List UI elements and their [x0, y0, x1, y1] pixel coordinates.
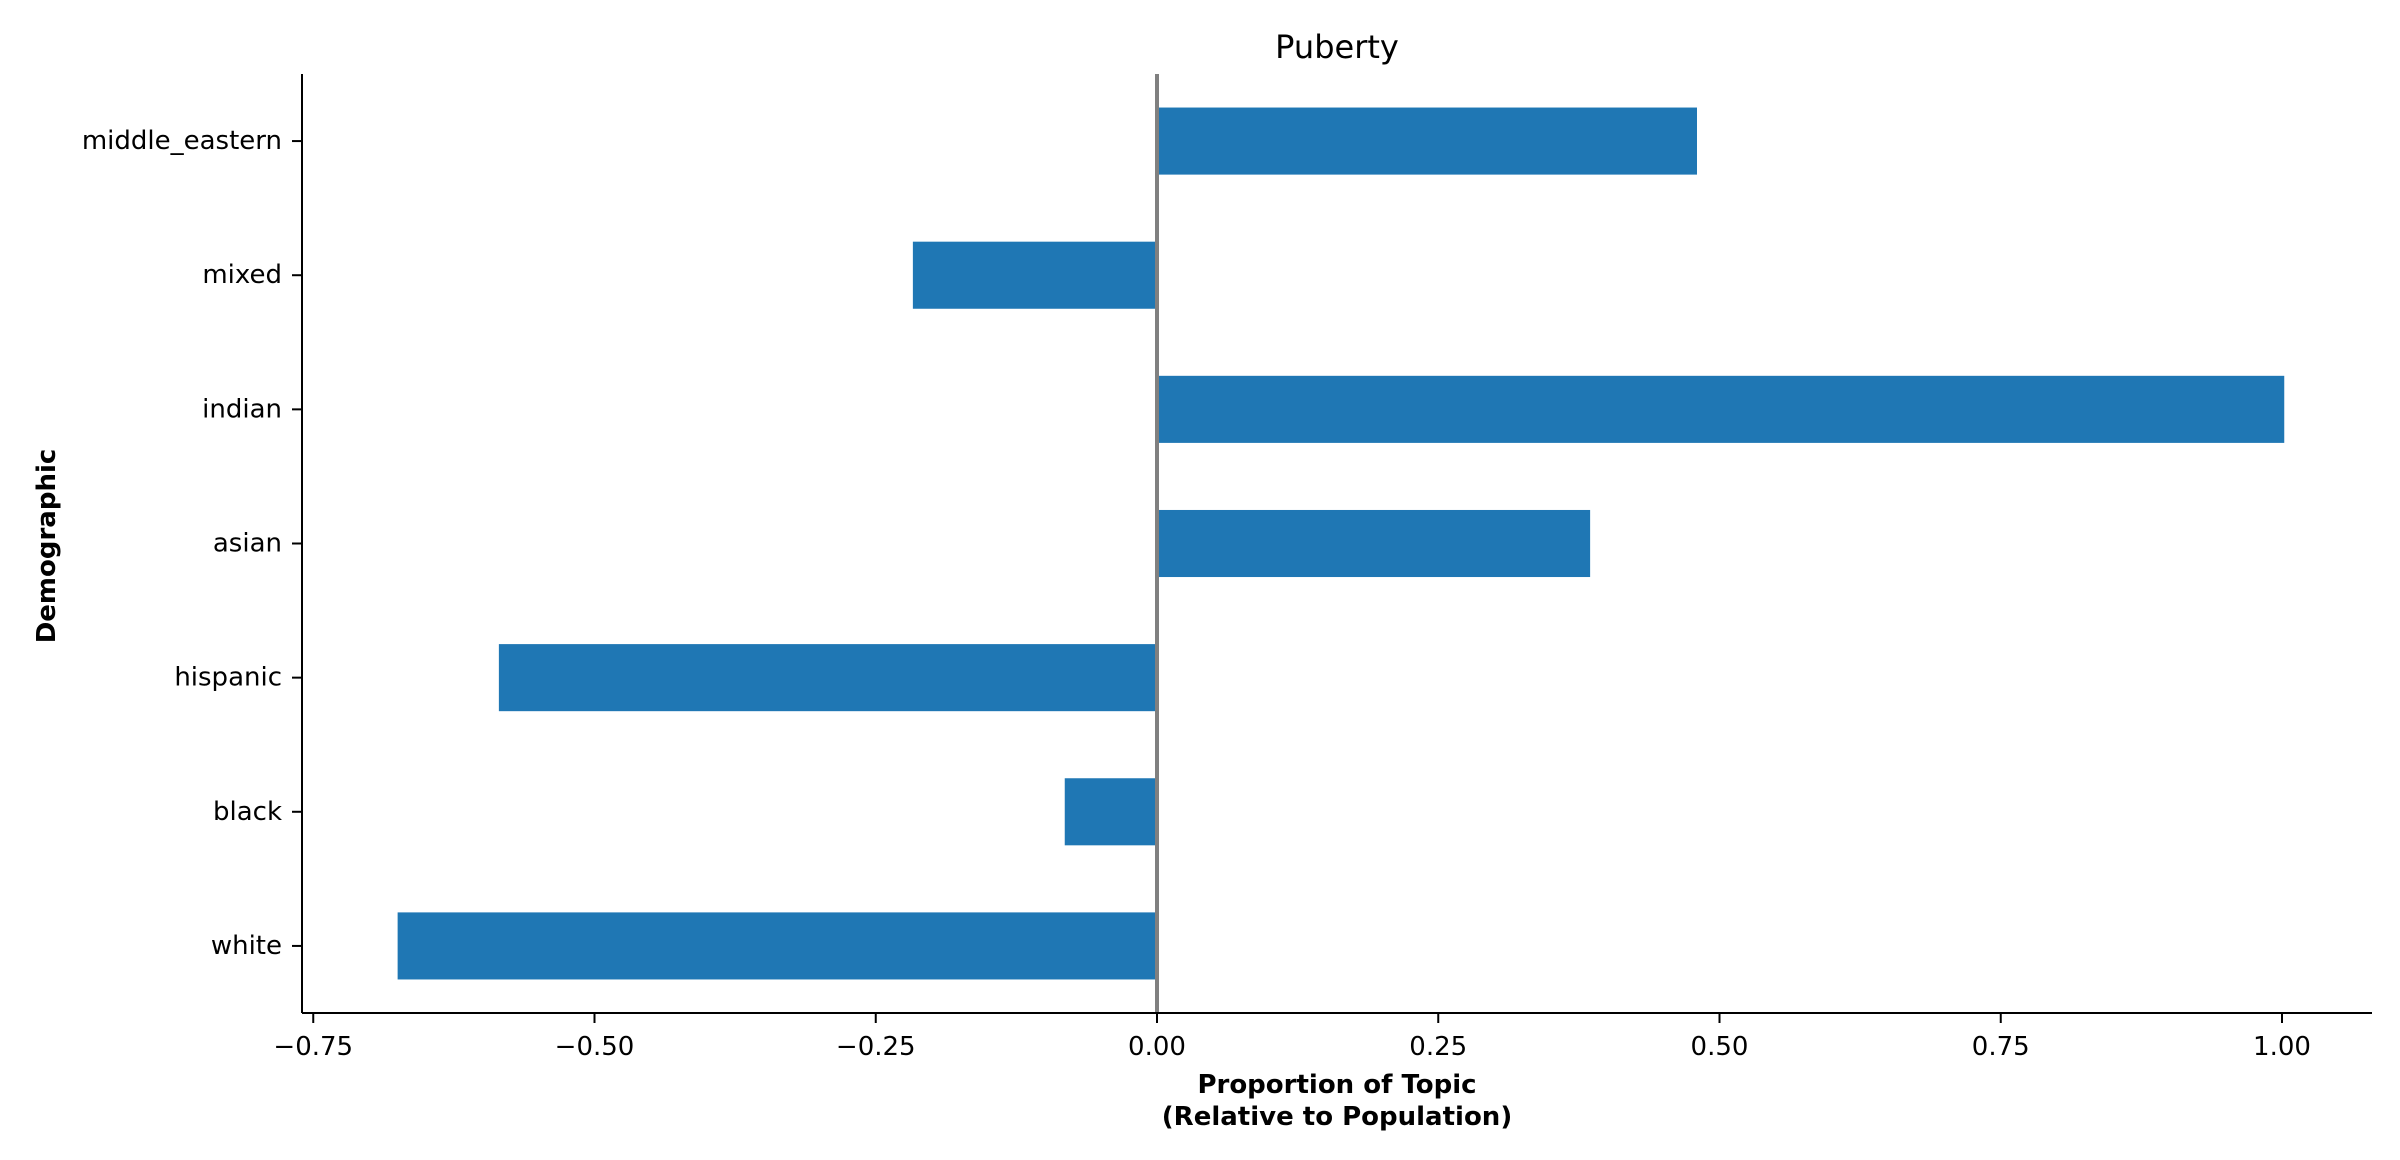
- x-tick-label: 1.00: [2253, 1032, 2311, 1062]
- bar-mixed: [912, 241, 1157, 309]
- bars-group: [397, 107, 2285, 980]
- y-axis-title: Demographic: [32, 449, 62, 644]
- bar-hispanic: [498, 644, 1157, 712]
- x-tick-label: 0.75: [1972, 1032, 2030, 1062]
- y-axis-ticks: white black hispanic asian indian mixed middle…: [82, 126, 302, 961]
- x-axis-ticks: −0.75 −0.50 −0.25 0.00 0.25 0.50 0.75 1.00: [273, 1013, 2311, 1062]
- y-tick-label-hispanic: hispanic: [174, 663, 282, 693]
- bar-white: [397, 912, 1157, 980]
- x-axis-title-line-1: Proportion of Topic: [1197, 1070, 1476, 1100]
- x-axis-title-line-2: (Relative to Population): [1162, 1102, 1512, 1132]
- x-tick-label: −0.75: [273, 1032, 353, 1062]
- y-tick-label-white: white: [211, 931, 282, 961]
- y-tick-label-black: black: [213, 797, 282, 827]
- chart-title: Puberty: [1275, 28, 1399, 66]
- y-tick-label-indian: indian: [202, 394, 282, 424]
- bar-black: [1064, 778, 1157, 846]
- bar-asian: [1157, 509, 1591, 578]
- bar-indian: [1157, 375, 2285, 443]
- x-tick-label: 0.00: [1128, 1032, 1186, 1062]
- y-tick-label-asian: asian: [213, 529, 282, 559]
- x-tick-label: −0.50: [555, 1032, 635, 1062]
- x-tick-label: 0.50: [1691, 1032, 1749, 1062]
- y-tick-label-mixed: mixed: [202, 260, 282, 290]
- bar-middle-eastern: [1157, 107, 1697, 175]
- x-tick-label: −0.25: [836, 1032, 916, 1062]
- x-tick-label: 0.25: [1409, 1032, 1467, 1062]
- y-tick-label-middle-eastern: middle_eastern: [82, 126, 282, 156]
